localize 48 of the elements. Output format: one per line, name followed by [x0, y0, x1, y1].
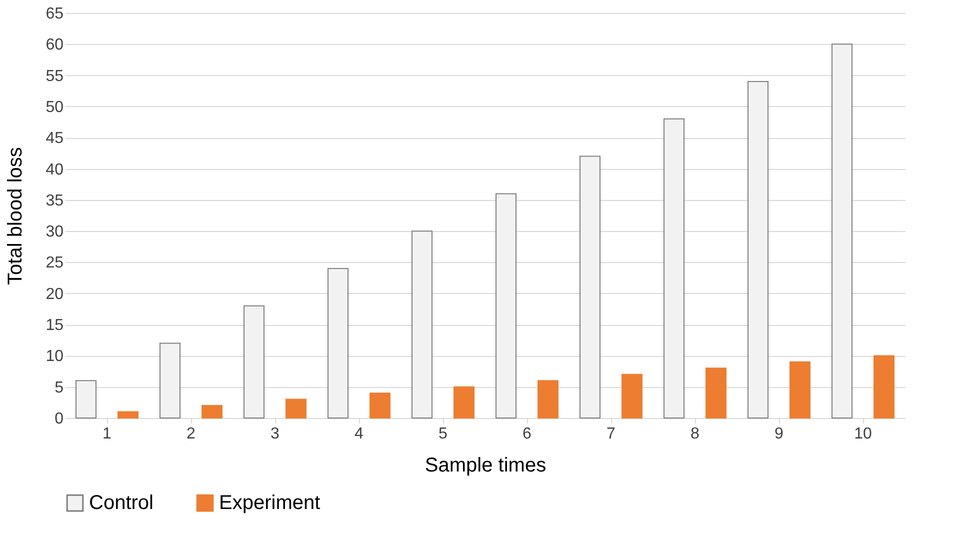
x-tick-label: 7 [606, 426, 616, 442]
bar [580, 156, 600, 418]
y-tick-label: 50 [46, 98, 64, 116]
x-tick-label: 8 [690, 426, 700, 442]
bar [412, 230, 432, 418]
bar [748, 81, 768, 418]
y-tick-label: 25 [46, 254, 64, 272]
y-tick-label: 10 [46, 348, 64, 366]
x-tick-label: 5 [438, 426, 448, 442]
y-tick-label: 45 [46, 130, 64, 148]
x-axis-title: Sample times [424, 454, 546, 476]
y-tick-label: 65 [46, 6, 64, 22]
bar [706, 368, 726, 418]
bar [832, 44, 852, 418]
bar [622, 374, 642, 418]
bar [454, 386, 474, 418]
legend-label: Experiment [219, 492, 321, 514]
bar [328, 268, 348, 418]
bar [202, 405, 222, 418]
bar [118, 411, 138, 418]
bar [160, 342, 180, 418]
y-tick-label: 35 [46, 192, 64, 210]
bar [370, 392, 390, 418]
y-tick-label: 20 [46, 286, 64, 303]
x-tick-label: 2 [186, 426, 196, 442]
y-tick-label: 30 [46, 224, 64, 241]
x-tick-label: 4 [354, 426, 364, 442]
x-tick-label: 9 [774, 426, 784, 442]
x-tick-label: 3 [270, 426, 280, 442]
x-tick-label: 10 [854, 426, 872, 442]
y-tick-label: 0 [54, 410, 64, 428]
bar [286, 398, 306, 418]
bar [664, 118, 684, 418]
legend-label: Control [89, 492, 154, 514]
y-axis-title: Total blood loss [4, 147, 27, 285]
bar [790, 361, 810, 418]
y-tick-label: 55 [46, 68, 64, 85]
bar [244, 305, 264, 418]
y-tick-label: 15 [46, 317, 64, 334]
x-tick-label: 1 [102, 426, 112, 442]
bar [538, 380, 558, 418]
y-tick-label: 60 [46, 36, 64, 54]
bar [496, 193, 516, 418]
y-tick-label: 40 [46, 161, 64, 178]
y-tick-label: 5 [54, 379, 64, 396]
bar [76, 380, 96, 418]
x-tick-label: 6 [522, 426, 532, 442]
bar [874, 355, 894, 418]
